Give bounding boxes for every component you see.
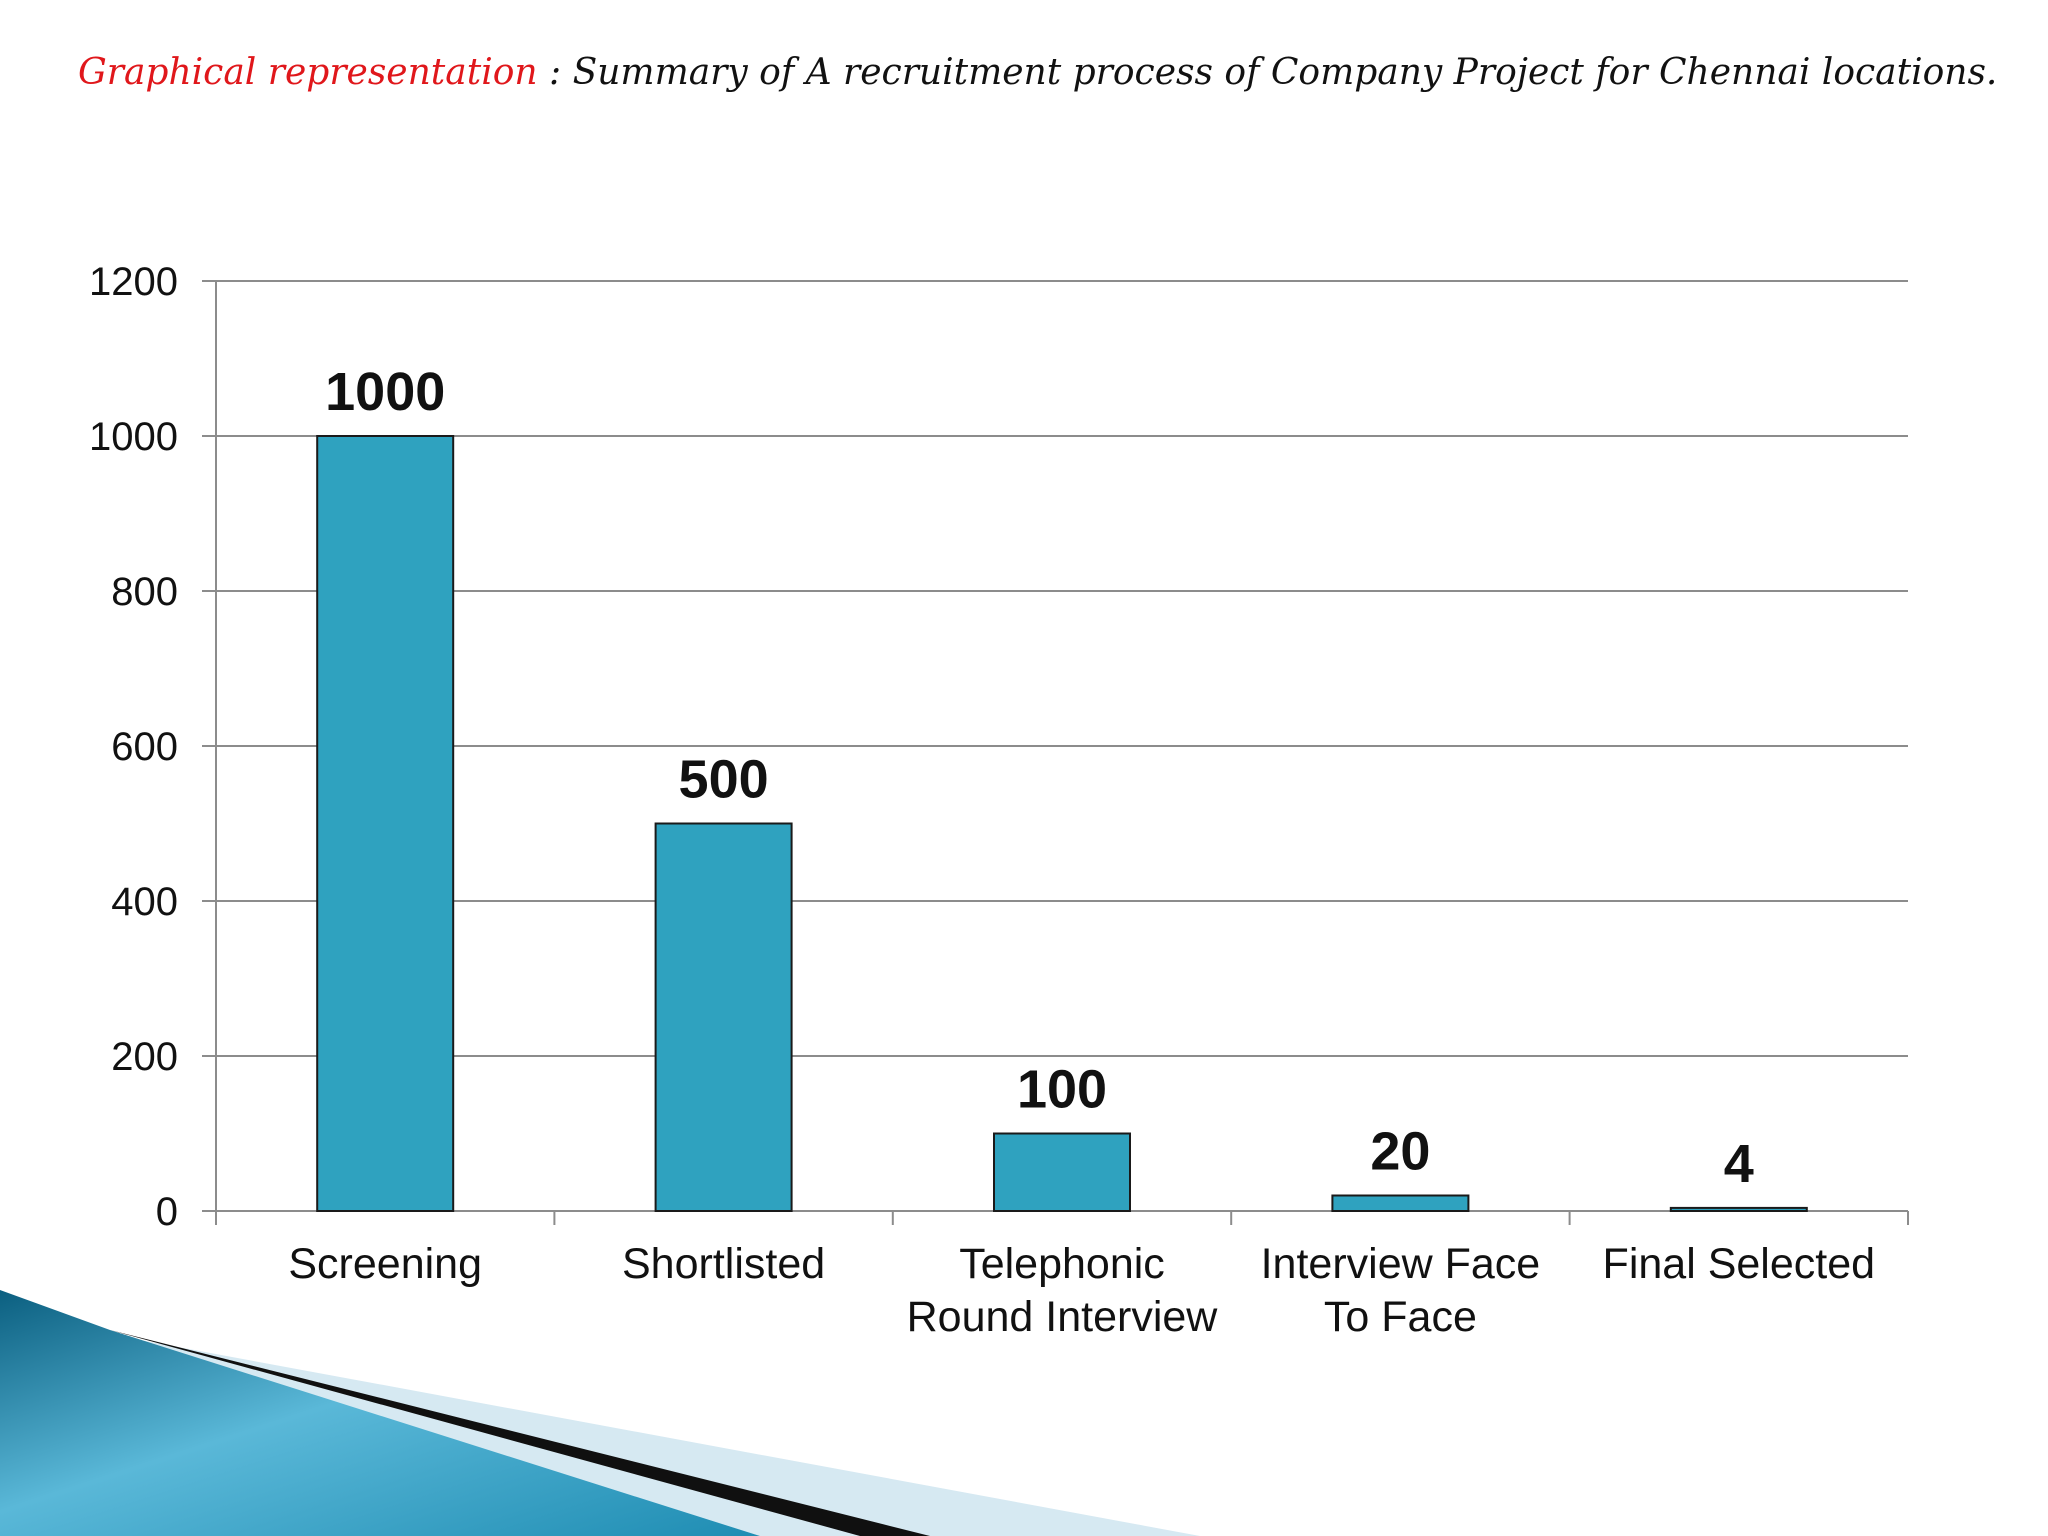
y-tick-label-400: 400 xyxy=(111,880,178,924)
bar-1 xyxy=(654,822,793,1212)
data-label-0: 1000 xyxy=(325,362,445,422)
y-tick-label-200: 200 xyxy=(111,1035,178,1079)
bar-2 xyxy=(993,1132,1131,1212)
y-tick-label-0: 0 xyxy=(156,1190,178,1234)
category-label-0-line-0: Screening xyxy=(288,1240,482,1288)
y-tick-label-600: 600 xyxy=(111,725,178,769)
category-label-4: Final Selected xyxy=(1603,1240,1876,1288)
data-label-2: 100 xyxy=(1017,1060,1107,1120)
bar-4 xyxy=(1669,1206,1808,1213)
y-tick-label-1200: 1200 xyxy=(89,260,178,304)
category-label-2-line-1: Round Interview xyxy=(907,1293,1219,1341)
data-label-1: 500 xyxy=(679,750,769,810)
category-label-2-line-0: Telephonic xyxy=(959,1240,1165,1288)
data-label-4: 4 xyxy=(1724,1134,1754,1194)
y-tick-label-800: 800 xyxy=(111,570,178,614)
category-label-3-line-1: To Face xyxy=(1324,1293,1477,1341)
slide-title-rest: Summary of A recruitment process of Comp… xyxy=(572,52,1998,93)
slide-title-lead: Graphical representation xyxy=(78,52,538,93)
category-label-1: Shortlisted xyxy=(622,1240,825,1288)
category-label-4-line-0: Final Selected xyxy=(1603,1240,1876,1288)
category-label-3: Interview Face To Face xyxy=(1261,1240,1541,1341)
category-label-1-line-0: Shortlisted xyxy=(622,1240,825,1288)
bar-0 xyxy=(316,435,455,1212)
bar-3 xyxy=(1331,1194,1470,1212)
category-label-0: Screening xyxy=(288,1240,482,1288)
y-tick-label-1000: 1000 xyxy=(89,415,178,459)
bars xyxy=(316,435,1808,1213)
category-label-3-line-0: Interview Face xyxy=(1261,1240,1541,1288)
labels: 0 200 400 600 800 1000 1200 1000 Screening 500 Sho… xyxy=(89,260,1875,1341)
category-label-2: Telephonic Round Interview xyxy=(907,1240,1219,1341)
data-label-3: 20 xyxy=(1370,1122,1430,1182)
bar-chart: 0 200 400 600 800 1000 1200 1000 Screening 500 Sho… xyxy=(89,260,1909,1341)
gridlines xyxy=(216,280,1908,1057)
slide-title: Graphical representation : Summary of A … xyxy=(78,52,1997,93)
slide-title-separator: : xyxy=(537,52,573,93)
